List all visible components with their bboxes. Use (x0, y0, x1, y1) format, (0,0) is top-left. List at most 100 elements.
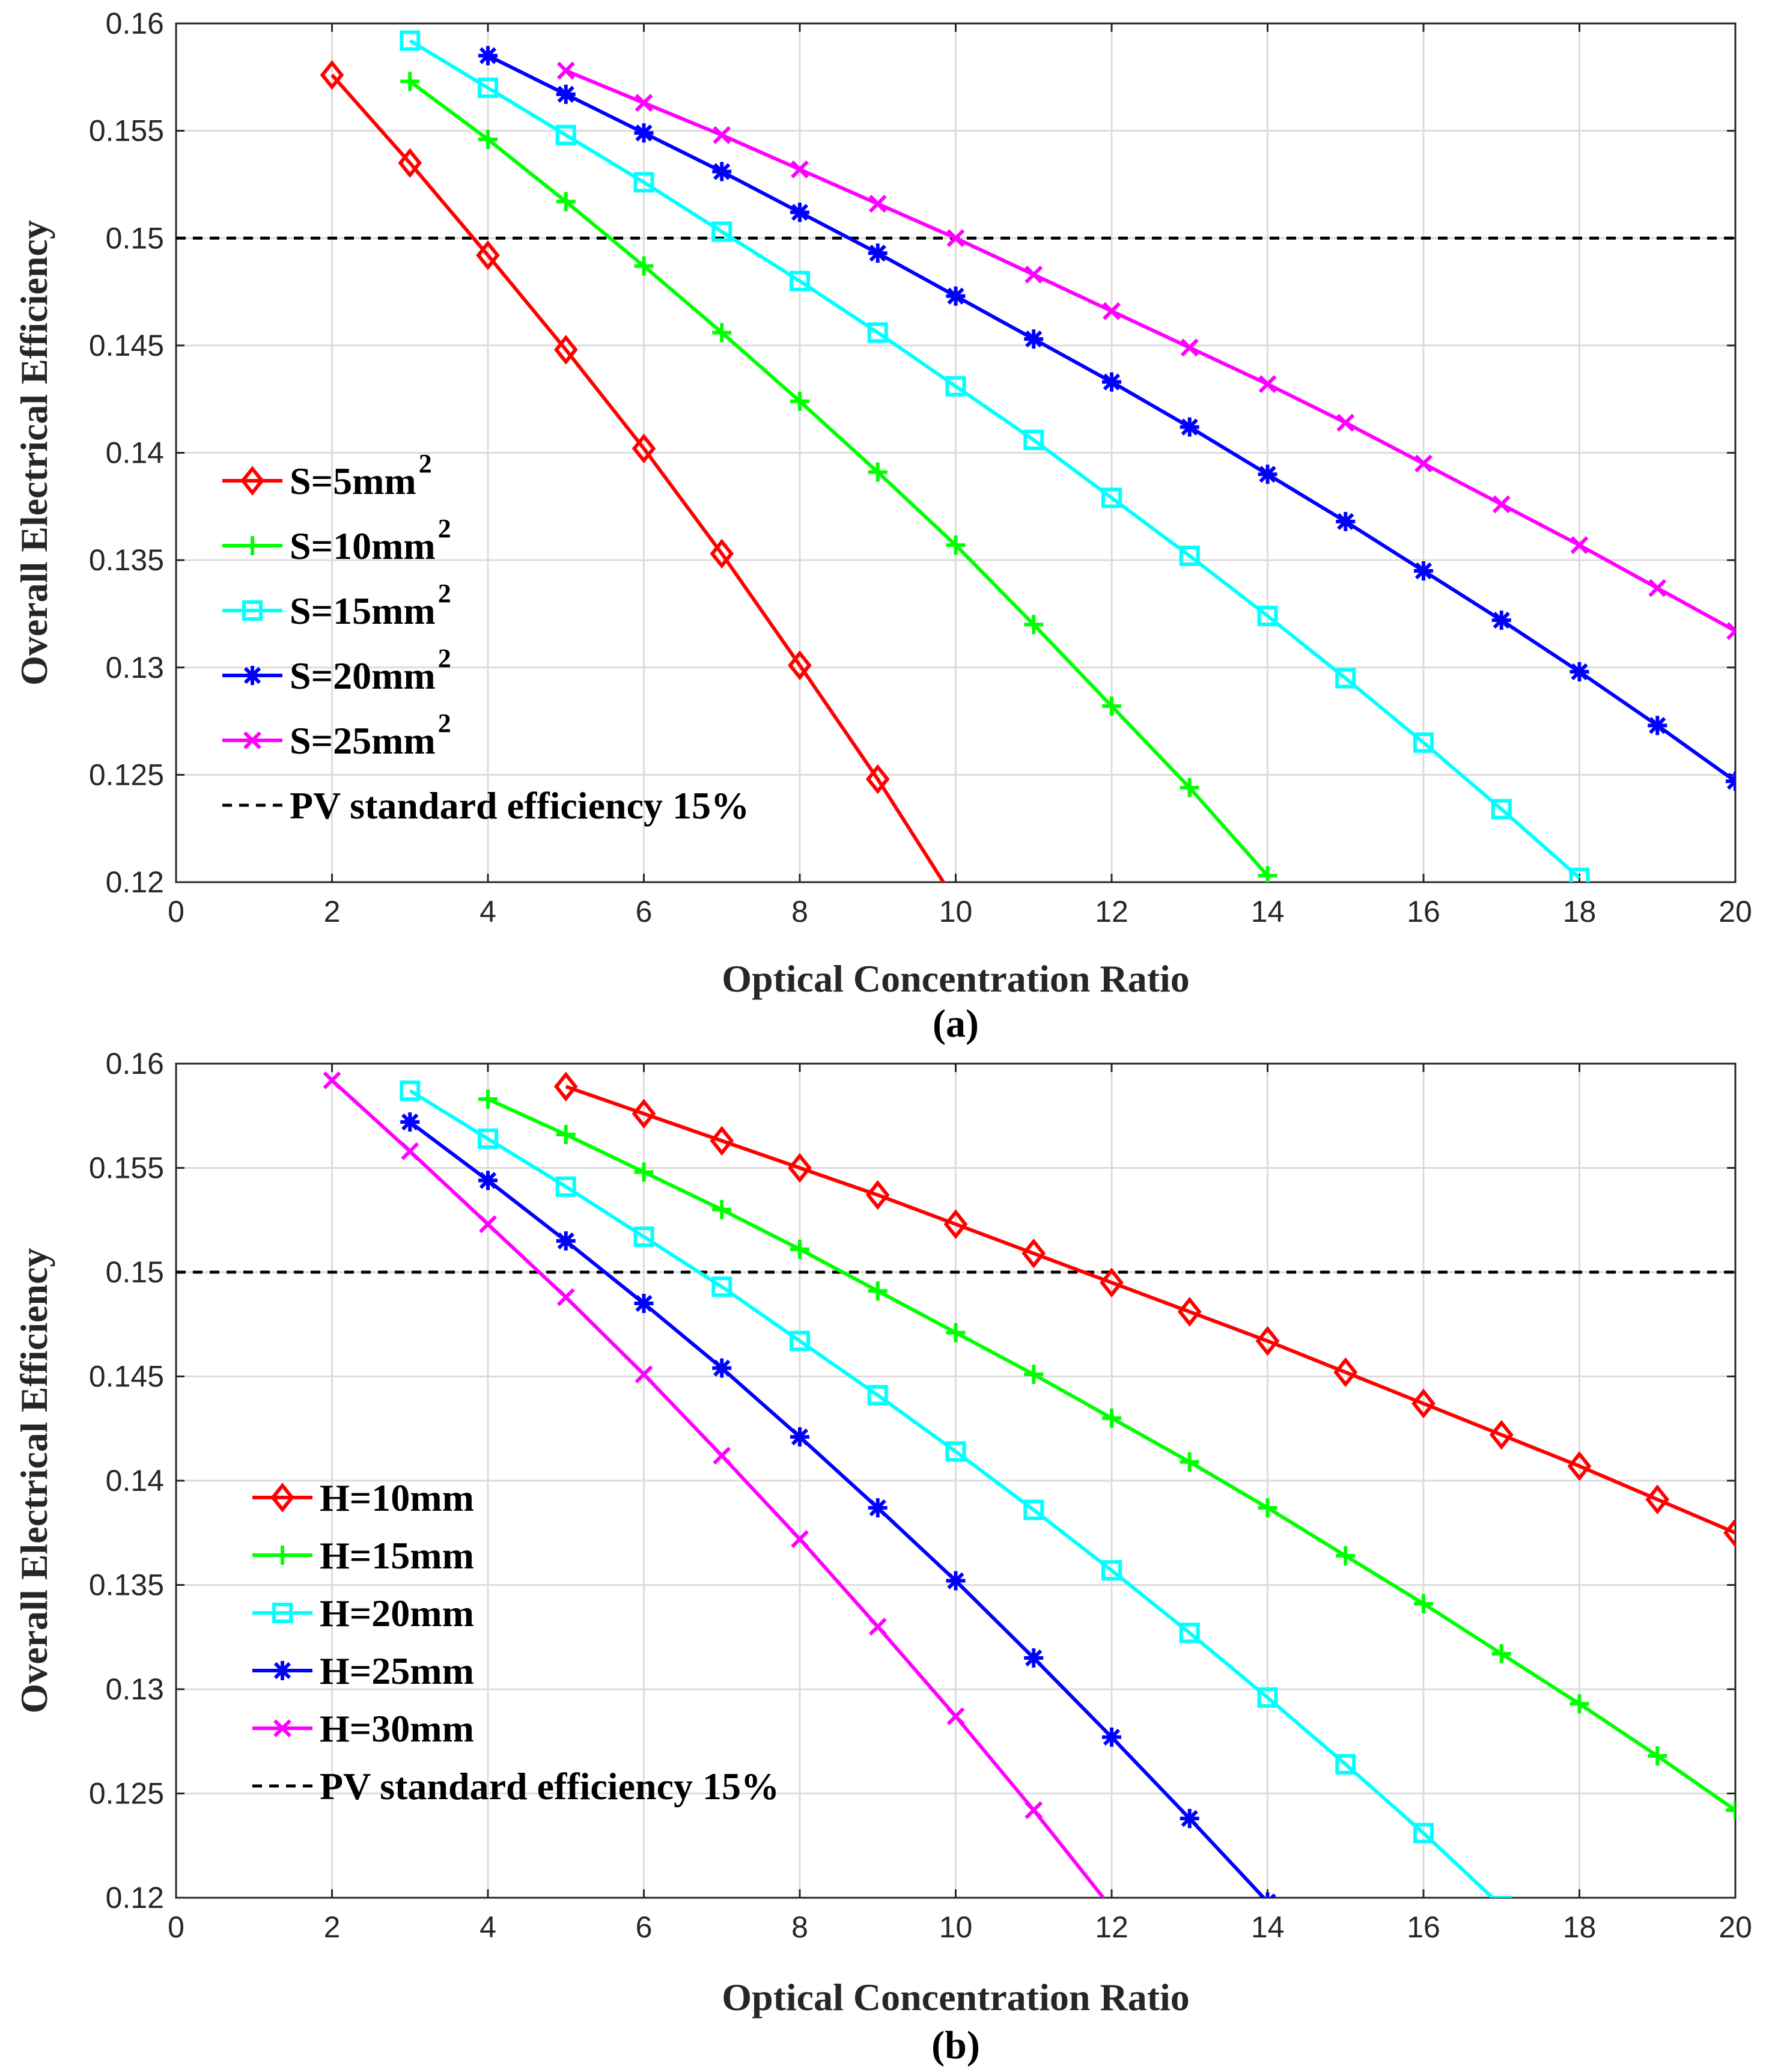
y-tick-label: 0.145 (89, 1360, 164, 1394)
data-point (1257, 606, 1278, 627)
legend: S=5mm 2S=10mm 2S=15mm 2S=20mm 2S=25mm 2PV sta… (222, 449, 749, 827)
plot-data (176, 30, 1735, 882)
data-point (323, 1071, 341, 1089)
data-point (1567, 1451, 1592, 1481)
y-tick-label: 0.16 (106, 7, 164, 40)
x-tick-label: 10 (939, 895, 973, 928)
legend-label: PV standard efficiency 15% (290, 784, 749, 827)
x-tick-label: 2 (324, 1910, 341, 1944)
y-tick-label: 0.14 (106, 1464, 164, 1498)
data-point (1336, 1546, 1356, 1565)
legend-marker (243, 536, 262, 555)
y-tick-label: 0.145 (89, 329, 164, 362)
legend-label: PV standard efficiency 15% (320, 1765, 779, 1808)
series-h-10mm (553, 1071, 1735, 1548)
data-point (1022, 1238, 1046, 1269)
data-point (634, 1294, 654, 1314)
series-s-5mm (320, 59, 946, 882)
data-point (1414, 454, 1433, 473)
data-point (555, 1176, 576, 1197)
data-point (1258, 1498, 1277, 1518)
data-point (790, 270, 810, 291)
data-point (1102, 1408, 1121, 1428)
data-point (479, 1215, 497, 1234)
series-h-15mm (478, 1089, 1735, 1820)
data-point (400, 1080, 421, 1102)
data-point (1492, 495, 1511, 514)
data-point (1645, 1484, 1670, 1515)
data-point (943, 1209, 968, 1239)
data-point (790, 1330, 810, 1351)
panel-b: 0 2 4 6 8 10 12 14 16 18 20 0.12 0.125 0.13 0.135 0.14 0… (13, 1047, 1752, 2067)
y-tick-label: 0.14 (106, 436, 164, 470)
x-tick-label: 16 (1407, 1910, 1440, 1944)
data-point (1257, 1687, 1278, 1708)
data-point (556, 192, 576, 212)
x-tick-label: 14 (1251, 895, 1285, 928)
data-point (946, 1707, 965, 1726)
data-point (1025, 266, 1043, 284)
legend-label: H=30mm (320, 1707, 474, 1750)
x-tick-label: 18 (1563, 895, 1597, 928)
legend-item: H=30mm (252, 1707, 474, 1750)
legend-marker (272, 1603, 293, 1623)
legend-label: S=10mm (290, 525, 436, 567)
data-point (1726, 1800, 1735, 1820)
legend-item: S=20mm 2 (222, 644, 451, 697)
y-tick-label: 0.135 (89, 543, 164, 577)
legend-item: H=20mm (252, 1592, 474, 1635)
data-point (1413, 1823, 1434, 1844)
x-tick-label: 18 (1563, 1910, 1597, 1944)
data-point (711, 221, 732, 242)
data-point (1180, 417, 1199, 437)
x-tick-label: 10 (939, 1910, 973, 1944)
legend-marker (273, 1546, 292, 1565)
data-point (400, 30, 421, 51)
panel-caption: (a) (933, 1002, 979, 1046)
legend-marker (273, 1661, 292, 1680)
data-point (556, 84, 576, 104)
legend-marker (243, 666, 262, 685)
x-tick-label: 0 (168, 1910, 184, 1944)
series-line (565, 1085, 1735, 1535)
data-point (1723, 1517, 1735, 1548)
data-point (556, 1231, 576, 1251)
x-tick-label: 20 (1719, 895, 1752, 928)
plot-data (176, 1071, 1735, 1898)
data-point (867, 1385, 888, 1406)
x-tick-label: 8 (791, 895, 808, 928)
legend-superscript: 2 (438, 708, 451, 738)
data-point (868, 243, 888, 263)
data-point (1491, 1644, 1511, 1664)
x-tick-label: 8 (791, 1910, 808, 1944)
x-tick-label: 2 (324, 895, 341, 928)
data-point (1024, 329, 1044, 349)
data-point (1025, 1801, 1043, 1820)
data-point (635, 1365, 653, 1383)
data-point (1180, 1452, 1199, 1472)
data-point (1336, 511, 1356, 531)
data-point (867, 322, 888, 343)
data-point (1102, 372, 1121, 392)
data-point (946, 286, 966, 306)
data-point (790, 1239, 809, 1259)
data-point (1414, 1594, 1433, 1613)
y-tick-label: 0.13 (106, 651, 164, 684)
data-point (1101, 1560, 1122, 1581)
data-point (1413, 732, 1434, 753)
legend-label: S=5mm (290, 460, 416, 502)
legend-item: S=15mm 2 (222, 579, 451, 632)
legend-superscript: 2 (438, 644, 451, 673)
legend-item: H=10mm (252, 1476, 474, 1519)
data-point (556, 61, 575, 80)
data-point (788, 650, 812, 680)
data-point (555, 124, 576, 145)
x-tick-label: 14 (1251, 1910, 1285, 1944)
data-point (1489, 1419, 1514, 1450)
data-point (634, 1162, 654, 1182)
data-point (1180, 778, 1199, 797)
data-point (1491, 799, 1512, 820)
data-point (791, 1530, 809, 1549)
y-tick-label: 0.155 (89, 1151, 164, 1185)
legend-label: H=25mm (320, 1650, 474, 1692)
